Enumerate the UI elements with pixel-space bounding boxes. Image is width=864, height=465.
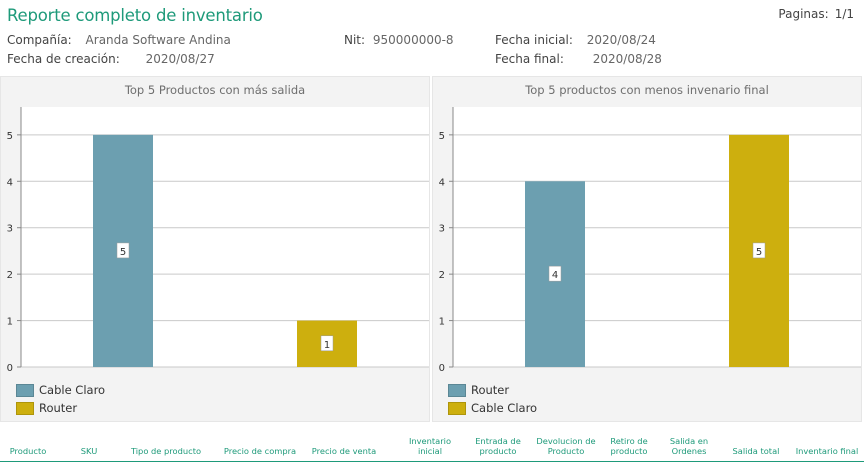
company-value: Aranda Software Andina bbox=[85, 33, 231, 47]
end-date-label: Fecha final: bbox=[495, 52, 564, 66]
data-label: 1 bbox=[324, 340, 330, 351]
y-tick-label: 5 bbox=[439, 131, 445, 142]
column-header: Precio de venta bbox=[311, 446, 377, 456]
legend-item: Router bbox=[16, 399, 105, 417]
data-label-box bbox=[320, 335, 334, 352]
legend-swatch bbox=[16, 401, 34, 415]
legend-swatch bbox=[448, 401, 466, 415]
y-tick-label: 3 bbox=[439, 224, 445, 235]
page-counter: Paginas: 1/1 bbox=[778, 7, 854, 21]
created-date-value: 2020/08/27 bbox=[145, 52, 215, 66]
legend-swatch bbox=[448, 383, 466, 397]
bar-chart-low-inventory: 0 1 2 3 4 5 4 5 bbox=[439, 107, 861, 374]
y-tick-label: 2 bbox=[439, 270, 445, 281]
y-tick-label: 1 bbox=[439, 317, 445, 328]
data-label: 5 bbox=[756, 247, 762, 258]
chart-legend: Cable Claro Router bbox=[16, 381, 105, 417]
nit-label: Nit: bbox=[344, 33, 366, 47]
data-label-box bbox=[116, 242, 130, 259]
start-date-value: 2020/08/24 bbox=[586, 33, 656, 47]
y-tick-label: 4 bbox=[7, 177, 13, 188]
company-label: Compañía: bbox=[7, 33, 72, 47]
plot-area bbox=[21, 107, 429, 367]
legend-label: Cable Claro bbox=[471, 401, 538, 415]
column-header: SKU bbox=[80, 446, 98, 456]
y-tick-label: 0 bbox=[7, 363, 13, 374]
chart-title: Top 5 Productos con más salida bbox=[124, 83, 306, 97]
data-label-box bbox=[752, 242, 766, 259]
end-date-value: 2020/08/28 bbox=[592, 52, 662, 66]
y-tick-label: 1 bbox=[7, 317, 13, 328]
data-label: 4 bbox=[552, 270, 558, 281]
bar-chart-top-output: 0 1 2 3 4 5 5 1 bbox=[7, 107, 429, 374]
column-header: Devolucion de Producto bbox=[536, 436, 596, 456]
pages-value: 1/1 bbox=[834, 7, 854, 21]
column-header: Inventario inicial bbox=[408, 436, 452, 456]
y-tick-label: 5 bbox=[7, 131, 13, 142]
legend-label: Cable Claro bbox=[39, 383, 106, 397]
column-header: Entrada de producto bbox=[475, 436, 521, 456]
data-label: 5 bbox=[120, 247, 126, 258]
column-header: Inventario final bbox=[795, 446, 859, 456]
chart-title: Top 5 productos con menos invenario fina… bbox=[525, 83, 769, 97]
start-date-field: Fecha inicial: 2020/08/24 bbox=[495, 33, 656, 47]
column-header: Producto bbox=[9, 446, 47, 456]
created-date-label: Fecha de creación: bbox=[7, 52, 120, 66]
column-header: Salida total bbox=[732, 446, 780, 456]
nit-field: Nit: 950000000-8 bbox=[344, 33, 454, 47]
legend-item: Cable Claro bbox=[16, 381, 105, 399]
y-tick-label: 2 bbox=[7, 270, 13, 281]
legend-label: Router bbox=[39, 401, 78, 415]
chart-legend: Router Cable Claro bbox=[448, 381, 537, 417]
pages-label: Paginas: bbox=[778, 7, 829, 21]
column-header: Precio de compra bbox=[223, 446, 297, 456]
column-header: Retiro de producto bbox=[610, 436, 648, 456]
column-header: Salida en Ordenes bbox=[669, 436, 709, 456]
legend-swatch bbox=[16, 383, 34, 397]
created-date-field: Fecha de creación: 2020/08/27 bbox=[7, 52, 215, 66]
column-header: Tipo de producto bbox=[130, 446, 202, 456]
y-tick-label: 4 bbox=[439, 177, 445, 188]
company-field: Compañía: Aranda Software Andina bbox=[7, 33, 231, 47]
report-title: Reporte completo de inventario bbox=[7, 6, 263, 25]
legend-label: Router bbox=[471, 383, 510, 397]
legend-item: Cable Claro bbox=[448, 399, 537, 417]
inventory-table-header: Producto SKU Tipo de producto Precio de com… bbox=[0, 432, 864, 462]
legend-item: Router bbox=[448, 381, 537, 399]
start-date-label: Fecha inicial: bbox=[495, 33, 573, 47]
y-tick-label: 0 bbox=[439, 363, 445, 374]
y-tick-label: 3 bbox=[7, 224, 13, 235]
data-label-box bbox=[548, 265, 562, 282]
chart-panel-low-inventory: Top 5 productos con menos invenario fina… bbox=[432, 76, 862, 422]
nit-value: 950000000-8 bbox=[372, 33, 454, 47]
end-date-field: Fecha final: 2020/08/28 bbox=[495, 52, 662, 66]
plot-area bbox=[453, 107, 861, 367]
